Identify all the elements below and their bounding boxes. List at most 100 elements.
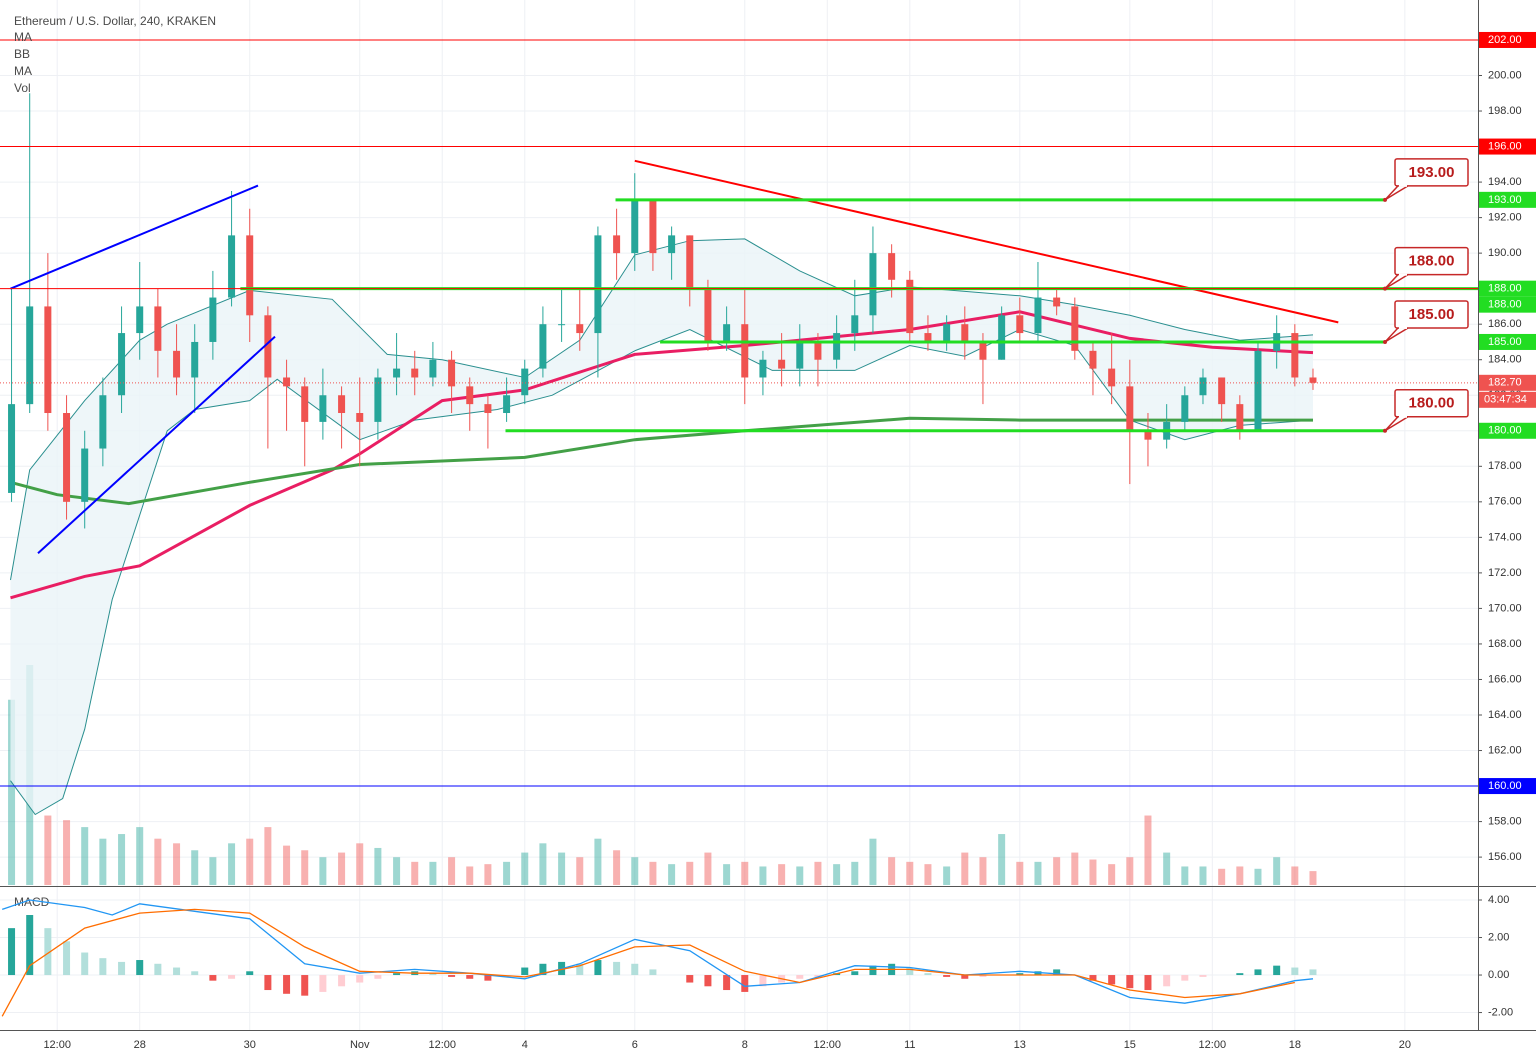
macd-histogram-bar [118, 961, 126, 976]
volume-bar [723, 864, 731, 885]
volume-bar [686, 861, 694, 885]
y-tick-label: 170.00 [1488, 602, 1522, 614]
volume-bar [924, 864, 932, 885]
y-tick-label: 172.00 [1488, 567, 1522, 579]
volume-bar [466, 866, 474, 885]
candle-body [8, 404, 16, 493]
price-badge [1479, 778, 1536, 795]
macd-tick-label: 0.00 [1488, 969, 1509, 981]
y-tick-label: 194.00 [1488, 176, 1522, 188]
y-tick-label: 166.00 [1488, 673, 1522, 685]
callout-box [1394, 246, 1469, 276]
volume-bar [1254, 868, 1262, 885]
macd-histogram-bar [1163, 975, 1171, 987]
volume-bar [484, 864, 492, 885]
y-tick-label: 200.00 [1488, 69, 1522, 81]
macd-histogram-bar [1273, 965, 1281, 976]
macd-histogram-bar [1016, 973, 1024, 976]
y-tick-label: 178.00 [1488, 460, 1522, 472]
macd-histogram-bar [301, 975, 309, 996]
x-tick-label: 11 [904, 1039, 915, 1051]
volume-bar [1199, 866, 1207, 885]
price-badge [1479, 333, 1536, 350]
candle-body [704, 288, 712, 342]
volume-bar [448, 857, 456, 885]
volume-bar [228, 843, 236, 885]
indicator-label: Vol [14, 81, 31, 95]
volume-bar [356, 843, 364, 885]
candle-body [154, 306, 162, 351]
price-badge-label: 182.70 [1488, 377, 1522, 389]
indicator-label: MA [14, 30, 32, 44]
macd-histogram-bar [1309, 969, 1317, 976]
callout-box [1394, 300, 1469, 329]
candle-body [723, 324, 731, 342]
candle-body [1144, 430, 1152, 440]
trend-line [10, 184, 259, 290]
candle-body [356, 413, 364, 422]
macd-histogram-bar [631, 963, 639, 976]
y-tick-label: 184.00 [1488, 354, 1522, 366]
volume-bar [99, 838, 107, 885]
callout-label: 188.00 [1409, 253, 1455, 270]
candle-body [668, 235, 676, 254]
candle-body [1034, 297, 1042, 334]
price-pane [0, 39, 1478, 885]
macd-histogram-bar [576, 963, 584, 976]
macd-histogram-bar [851, 971, 859, 976]
y-tick-label: 176.00 [1488, 496, 1522, 508]
candle-body [814, 341, 822, 360]
macd-histogram-bar [814, 975, 822, 977]
volume-bar [246, 838, 254, 885]
callout-label: 185.00 [1409, 306, 1455, 323]
volume-bar [943, 866, 951, 885]
candle-body [979, 341, 987, 360]
x-tick-label: 28 [134, 1039, 146, 1051]
volume-bar [869, 838, 877, 885]
macd-histogram-bar [319, 975, 327, 992]
volume-bar [63, 820, 71, 885]
volume-bar [704, 852, 712, 885]
candle-body [851, 315, 859, 334]
macd-histogram-bar [924, 973, 932, 976]
candle-body [374, 377, 382, 422]
candle-body [264, 315, 272, 378]
macd-histogram-bar [374, 975, 382, 979]
macd-histogram-bar [246, 971, 254, 976]
candle-body [613, 235, 621, 254]
macd-histogram-bar [704, 975, 712, 987]
volume-bar [191, 850, 199, 885]
y-tick-label: 174.00 [1488, 531, 1522, 543]
callout-label: 193.00 [1409, 164, 1455, 181]
price-badge [1479, 422, 1536, 439]
volume-bar [851, 861, 859, 885]
trend-line [37, 335, 276, 555]
macd-line [1, 908, 1295, 1017]
candle-body [1108, 368, 1116, 387]
volume-bar [998, 834, 1006, 885]
x-tick-label: Nov [350, 1039, 370, 1051]
volume-bar [283, 845, 291, 885]
volume-bar [594, 838, 602, 885]
volume-bar [759, 866, 767, 885]
volume-bar [1236, 866, 1244, 885]
candle-body [118, 333, 126, 396]
x-tick-label: 30 [244, 1039, 256, 1051]
price-badge-label: 188.00 [1488, 283, 1522, 295]
candle-body [778, 359, 786, 369]
candle-body [173, 350, 181, 378]
price-badge-label: 160.00 [1488, 780, 1522, 792]
candle-body [466, 386, 474, 405]
price-badge [1479, 280, 1536, 297]
callout-label: 180.00 [1409, 395, 1455, 412]
macd-histogram-bar [594, 960, 602, 976]
callout-pointer [1384, 274, 1409, 290]
macd-histogram-bar [869, 965, 877, 976]
volume-bar [521, 852, 529, 885]
y-tick-label: 162.00 [1488, 744, 1522, 756]
y-tick-label: 156.00 [1488, 851, 1522, 863]
macd-histogram-bar [1144, 975, 1152, 991]
volume-bar [411, 861, 419, 885]
